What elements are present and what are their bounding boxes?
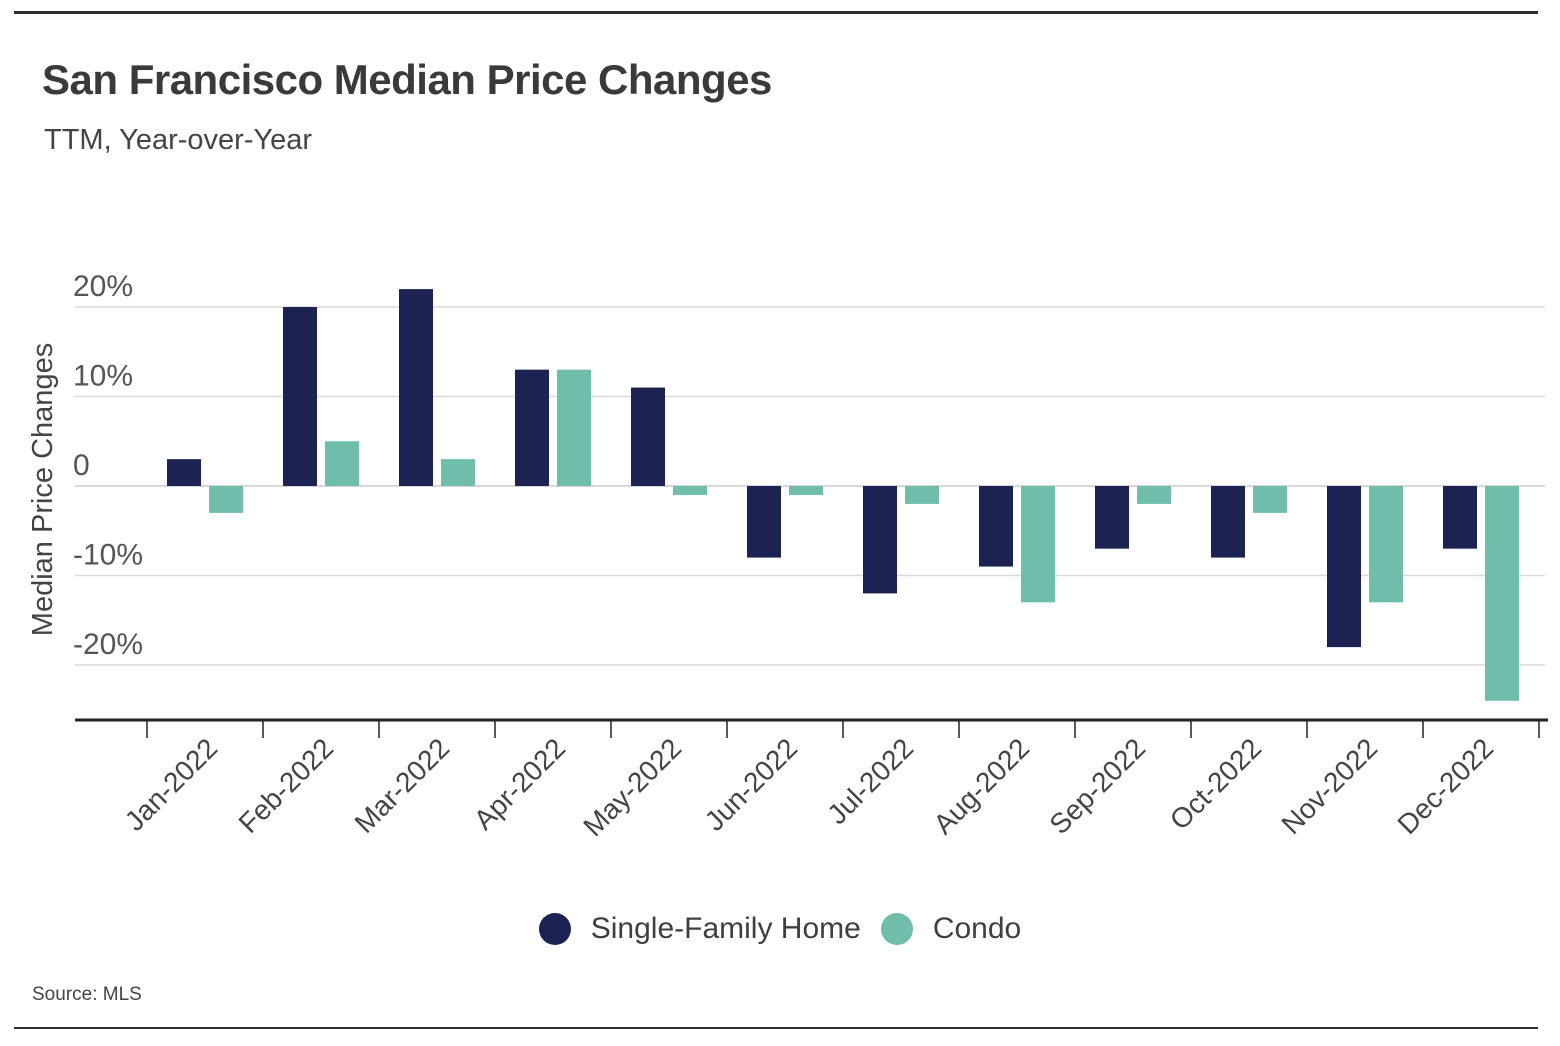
y-tick-label: -10% bbox=[73, 539, 143, 572]
legend-label-condo: Condo bbox=[932, 912, 1022, 945]
bar-condo bbox=[1021, 486, 1055, 603]
bar-condo bbox=[673, 486, 707, 495]
bar-condo bbox=[325, 441, 359, 486]
bar-condo bbox=[557, 369, 591, 486]
legend-swatch-single-family bbox=[538, 913, 571, 945]
bar-chart: 20% 10% 0 -10% -20% Median Price Changes Jan-2… bbox=[27, 270, 1548, 842]
x-tick-label: May-2022 bbox=[577, 732, 687, 842]
bottom-rule bbox=[14, 1027, 1538, 1029]
y-tick-label: 20% bbox=[73, 270, 133, 303]
bar-condo bbox=[789, 486, 823, 495]
bar-single-family bbox=[283, 307, 317, 486]
y-tick-label: 10% bbox=[73, 360, 133, 393]
bar-single-family bbox=[167, 459, 201, 486]
bar-single-family bbox=[1443, 486, 1477, 549]
bar-condo bbox=[905, 486, 939, 504]
bar-single-family bbox=[747, 486, 781, 558]
source-note: Source: MLS bbox=[32, 984, 142, 1005]
legend-swatch-condo bbox=[880, 913, 913, 945]
x-tick-label: Mar-2022 bbox=[349, 732, 456, 839]
legend-label-single-family: Single-Family Home bbox=[590, 912, 861, 945]
bar-single-family bbox=[979, 486, 1013, 567]
bar-single-family bbox=[863, 486, 897, 594]
bar-condo bbox=[1253, 486, 1287, 513]
bar-condo bbox=[1369, 486, 1403, 603]
x-tick-label: Oct-2022 bbox=[1164, 732, 1267, 835]
x-tick-label: Nov-2022 bbox=[1275, 732, 1383, 840]
bar-single-family bbox=[1095, 486, 1129, 549]
x-tick-label: Apr-2022 bbox=[468, 732, 571, 835]
x-tick-label: Feb-2022 bbox=[233, 732, 340, 839]
bar-single-family bbox=[1211, 486, 1245, 558]
bar-single-family bbox=[631, 387, 665, 486]
bar-condo bbox=[1485, 486, 1519, 701]
x-tick-label: Aug-2022 bbox=[927, 732, 1035, 840]
legend-item-condo[interactable]: Condo bbox=[880, 912, 1022, 946]
bar-condo bbox=[441, 459, 475, 486]
bar-condo bbox=[1137, 486, 1171, 504]
x-tick-label: Dec-2022 bbox=[1391, 732, 1499, 840]
x-tick-label: Sep-2022 bbox=[1043, 732, 1151, 840]
y-axis-label: Median Price Changes bbox=[27, 343, 59, 636]
legend-item-single-family[interactable]: Single-Family Home bbox=[538, 912, 861, 946]
x-tick-label: Jan-2022 bbox=[119, 732, 223, 836]
chart-title: San Francisco Median Price Changes bbox=[42, 56, 772, 103]
bar-single-family bbox=[1327, 486, 1361, 648]
top-rule bbox=[14, 11, 1538, 14]
bar-single-family bbox=[515, 369, 549, 486]
legend: Single-Family Home Condo bbox=[0, 912, 1560, 946]
y-tick-label: 0 bbox=[73, 449, 90, 482]
chart-subtitle: TTM, Year-over-Year bbox=[44, 124, 313, 156]
x-tick-label: Jun-2022 bbox=[699, 732, 803, 836]
bar-condo bbox=[209, 486, 243, 513]
y-tick-label: -20% bbox=[73, 628, 143, 661]
bar-single-family bbox=[399, 289, 433, 486]
x-tick-label: Jul-2022 bbox=[821, 732, 919, 830]
